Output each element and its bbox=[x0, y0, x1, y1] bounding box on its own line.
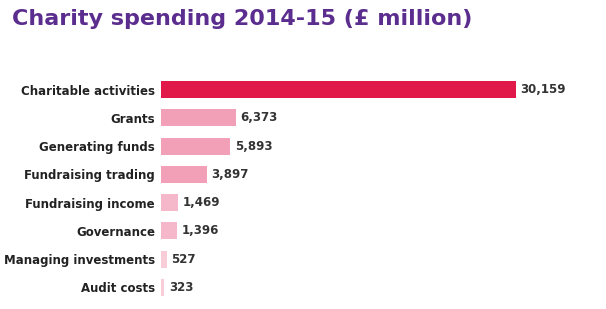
Bar bbox=[161, 194, 178, 211]
Text: 1,469: 1,469 bbox=[182, 196, 220, 209]
Bar bbox=[161, 166, 207, 183]
Text: 6,373: 6,373 bbox=[241, 112, 278, 125]
Bar bbox=[161, 251, 167, 268]
Text: 3,897: 3,897 bbox=[211, 168, 248, 181]
Text: Charity spending 2014-15 (£ million): Charity spending 2014-15 (£ million) bbox=[12, 9, 473, 29]
Text: 5,893: 5,893 bbox=[235, 140, 272, 153]
Bar bbox=[161, 279, 164, 296]
Text: 30,159: 30,159 bbox=[521, 83, 566, 96]
Bar bbox=[161, 138, 230, 154]
Text: 527: 527 bbox=[171, 252, 196, 265]
Bar bbox=[161, 222, 177, 239]
Bar bbox=[161, 81, 516, 98]
Bar bbox=[161, 109, 236, 126]
Text: 323: 323 bbox=[169, 281, 193, 294]
Text: 1,396: 1,396 bbox=[182, 224, 219, 237]
